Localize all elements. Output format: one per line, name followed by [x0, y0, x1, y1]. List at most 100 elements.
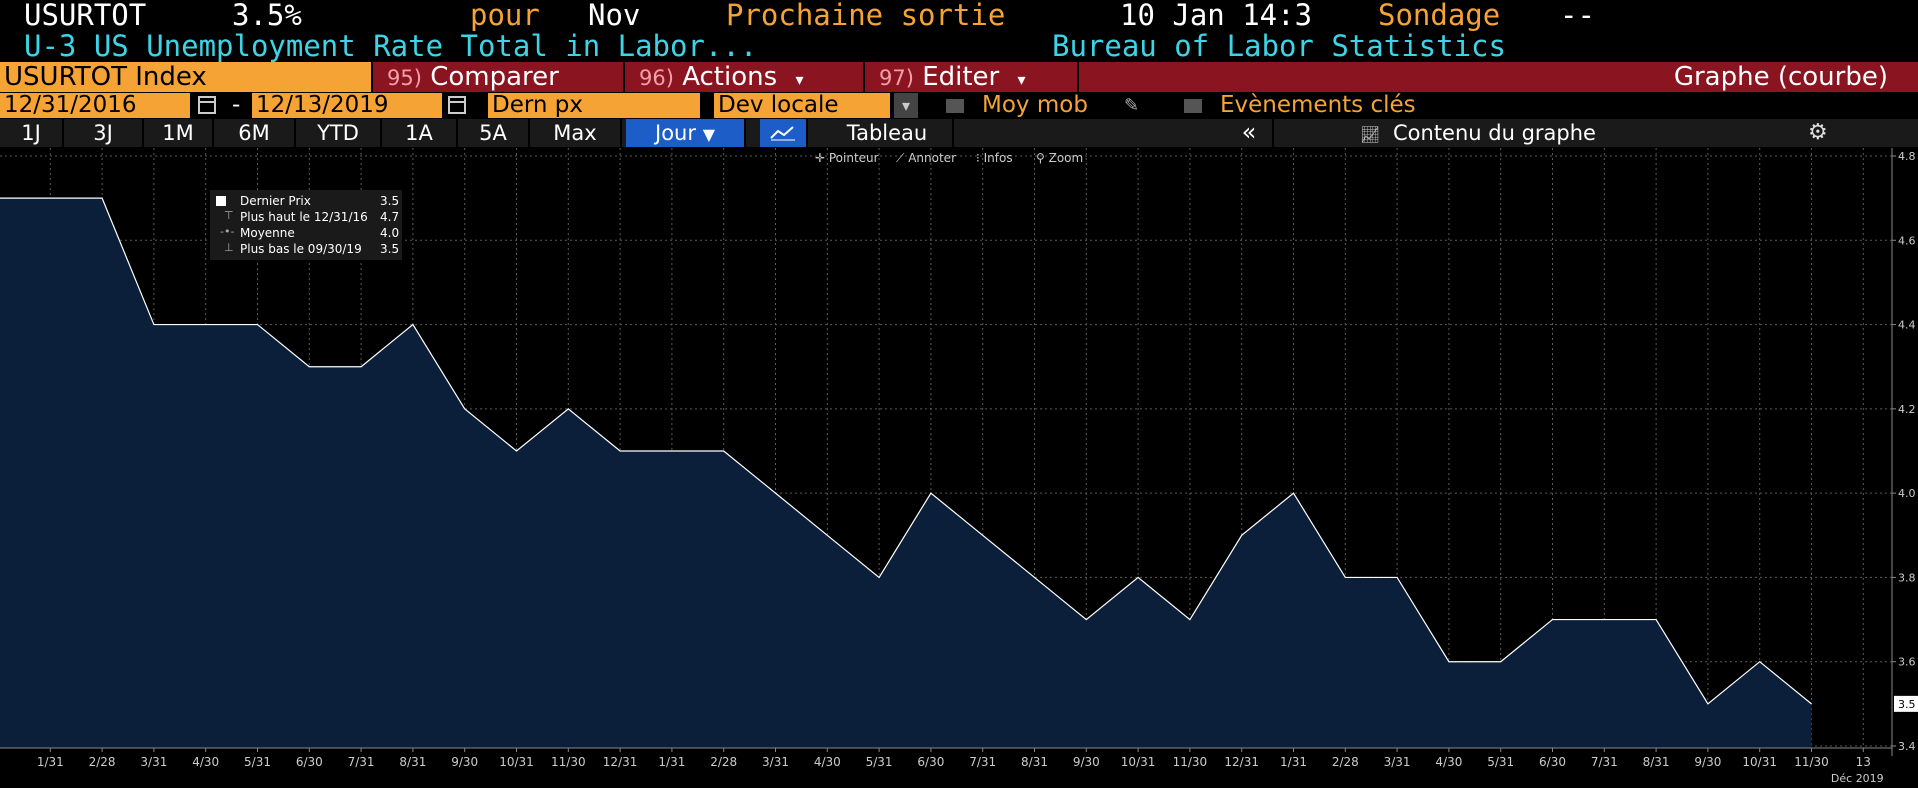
series-swatch [216, 196, 226, 206]
edit-menu[interactable]: 97) Editer ▾ [865, 62, 1079, 92]
x-tick-label: 5/31 [1487, 755, 1514, 769]
x-tick-label: 6/30 [296, 755, 323, 769]
range-button-3j[interactable]: 3J [64, 119, 144, 147]
data-point [1810, 702, 1813, 705]
pointer-tool[interactable]: ✛ Pointeur [815, 149, 879, 167]
x-tick-label: 2/28 [710, 755, 737, 769]
range-button-ytd[interactable]: YTD [296, 119, 382, 147]
period: Nov [588, 0, 641, 32]
x-tick-label: 7/31 [969, 755, 996, 769]
data-point [1085, 618, 1088, 621]
calendar-icon[interactable] [448, 96, 466, 114]
data-point [1188, 618, 1191, 621]
data-point [1706, 702, 1709, 705]
infos-label: Infos [983, 151, 1013, 165]
y-tick-label: 3.4 [1898, 740, 1916, 753]
security-field[interactable]: USURTOT Index [0, 62, 373, 92]
ticker: USURTOT [24, 0, 147, 32]
chevron-down-icon: ▼ [702, 125, 715, 144]
menu-bar: USURTOT Index 95) Comparer 96) Actions ▾… [0, 62, 1918, 92]
x-tick-label: 1/31 [37, 755, 64, 769]
chevron-down-icon[interactable]: ▾ [894, 93, 918, 118]
x-tick-label: 12/31 [603, 755, 638, 769]
range-button-max[interactable]: Max [530, 119, 622, 147]
end-date-field[interactable]: 12/13/2019 [252, 93, 442, 118]
data-point [1758, 660, 1761, 663]
range-button-1a[interactable]: 1A [382, 119, 458, 147]
zoom-tool[interactable]: ⚲ Zoom [1036, 149, 1083, 167]
x-tick-label: 10/31 [1742, 755, 1777, 769]
actions-number: 96) [639, 66, 674, 90]
annotate-tool[interactable]: ⟋ Annoter [896, 149, 956, 167]
x-tick-label: 6/30 [1539, 755, 1566, 769]
chart-type[interactable]: Graphe (courbe) [1673, 62, 1888, 92]
data-point [1603, 618, 1606, 621]
description-bar: U-3 US Unemployment Rate Total in Labor.… [0, 30, 1918, 62]
x-tick-label: 8/31 [399, 755, 426, 769]
low-marker-icon: ⊥ [224, 241, 234, 254]
date-separator: - [232, 92, 241, 118]
survey-value: -- [1560, 0, 1595, 32]
moving-avg-label: Moy mob [982, 92, 1088, 118]
zoom-label: Zoom [1048, 151, 1084, 165]
data-point [567, 407, 570, 410]
legend-last-value: 3.5 [380, 194, 400, 208]
chevron-down-icon: ▾ [1017, 70, 1026, 89]
crosshair-icon: ✛ [815, 151, 829, 165]
field-selector[interactable]: Dern px [488, 93, 700, 118]
line-chart-icon[interactable] [760, 119, 808, 147]
x-tick-label: 12/31 [1224, 755, 1259, 769]
period-prefix: pour [470, 0, 540, 32]
x-tick-label: 13 [1856, 755, 1871, 769]
last-value: 3.5% [232, 0, 302, 32]
start-date-field[interactable]: 12/31/2016 [0, 93, 190, 118]
data-point [360, 365, 363, 368]
magnifier-icon: ⚲ [1036, 151, 1049, 165]
next-release: 10 Jan 14:3 [1120, 0, 1313, 30]
x-tick-label: 2/28 [89, 755, 116, 769]
unemployment-area-chart: 3.4 3.6 3.8 4.0 4.2 4.4 4.6 4.8 3.5 1/31 2/28 3/31 4… [0, 148, 1918, 785]
moving-avg-checkbox[interactable] [946, 99, 964, 113]
collapse-icon[interactable]: « [1226, 119, 1274, 147]
x-axis-caption: Déc 2019 [1831, 772, 1884, 785]
pencil-icon[interactable]: ✎ [1124, 95, 1140, 116]
key-events-checkbox[interactable] [1184, 99, 1202, 113]
last-value-badge [1894, 695, 1918, 712]
data-point [981, 534, 984, 537]
data-point [152, 323, 155, 326]
average-marker-icon: -•- [220, 225, 235, 238]
survey-label: Sondage [1378, 0, 1501, 32]
pen-icon: ⟋ [896, 151, 909, 165]
infos-tool[interactable]: ⁝ Infos [976, 149, 1013, 167]
data-point [1396, 576, 1399, 579]
chart-content-label: Contenu du graphe [1393, 121, 1596, 145]
frequency-dropdown[interactable]: Jour ▼ [626, 119, 746, 147]
chart-content-button[interactable]: 📈︎ Contenu du graphe [1360, 119, 1596, 149]
range-button-5a[interactable]: 5A [458, 119, 530, 147]
table-button[interactable]: Tableau [822, 119, 954, 147]
x-tick-label: 3/31 [1384, 755, 1411, 769]
series-line [0, 197, 1812, 705]
gear-icon[interactable]: ⚙ [1808, 120, 1828, 145]
x-tick-label: 3/31 [762, 755, 789, 769]
x-tick-label: 4/30 [1435, 755, 1462, 769]
last-value-label: 3.5 [1898, 698, 1916, 711]
actions-menu[interactable]: 96) Actions ▾ [625, 62, 865, 92]
data-point [411, 323, 414, 326]
data-point [1655, 618, 1658, 621]
data-point [101, 197, 104, 200]
legend-low-label: Plus bas le 09/30/19 [240, 242, 362, 256]
data-point [878, 576, 881, 579]
range-button-6m[interactable]: 6M [214, 119, 296, 147]
data-point [1292, 492, 1295, 495]
data-point [1447, 660, 1450, 663]
high-marker-icon: ⊤ [224, 209, 234, 222]
data-point [774, 492, 777, 495]
currency-selector[interactable]: Dev locale [714, 93, 890, 118]
calendar-icon[interactable] [198, 96, 216, 114]
x-tick-label: 11/30 [1794, 755, 1829, 769]
compare-menu[interactable]: 95) Comparer [373, 62, 625, 92]
chart-legend: Dernier Prix 3.5 ⊤ Plus haut le 12/31/16… [210, 190, 402, 260]
range-button-1m[interactable]: 1M [144, 119, 214, 147]
range-button-1j[interactable]: 1J [0, 119, 64, 147]
